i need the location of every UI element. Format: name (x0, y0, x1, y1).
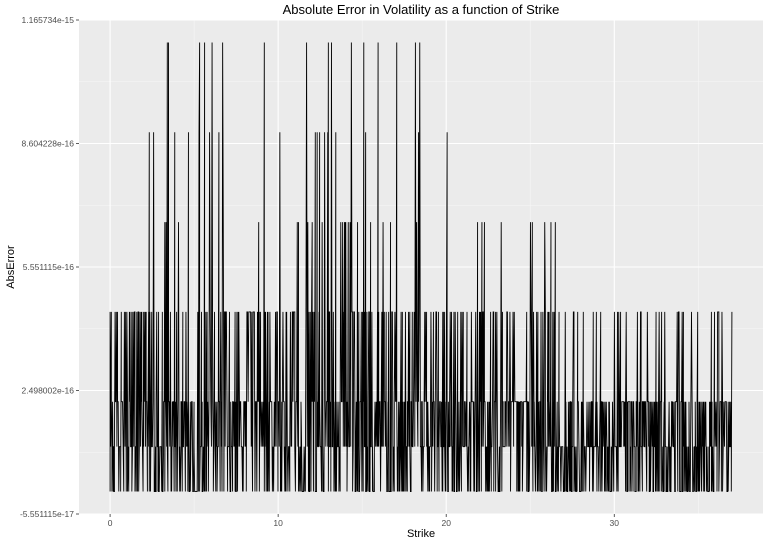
x-tick-label: 10 (273, 518, 283, 528)
y-axis-title: AbsError (5, 245, 17, 289)
y-tick-label: 2.498002e-16 (22, 385, 75, 395)
x-tick-label: 0 (108, 518, 113, 528)
abs-error-line (109, 42, 733, 492)
x-axis-title: Strike (407, 528, 435, 540)
y-tick-label: 5.551115e-16 (23, 262, 74, 272)
y-tick-label: -5.551115e-17 (20, 509, 74, 519)
x-tick-label: 30 (610, 518, 620, 528)
y-tick-label: 8.604228e-16 (22, 138, 75, 148)
chart-title: Absolute Error in Volatility as a functi… (283, 2, 560, 17)
y-tick-label: 1.165734e-15 (22, 15, 75, 25)
x-axis: 0 10 20 30 (108, 514, 620, 528)
x-tick-label: 20 (441, 518, 451, 528)
y-axis: -5.551115e-17 2.498002e-16 5.551115e-16 8.6… (20, 15, 79, 519)
